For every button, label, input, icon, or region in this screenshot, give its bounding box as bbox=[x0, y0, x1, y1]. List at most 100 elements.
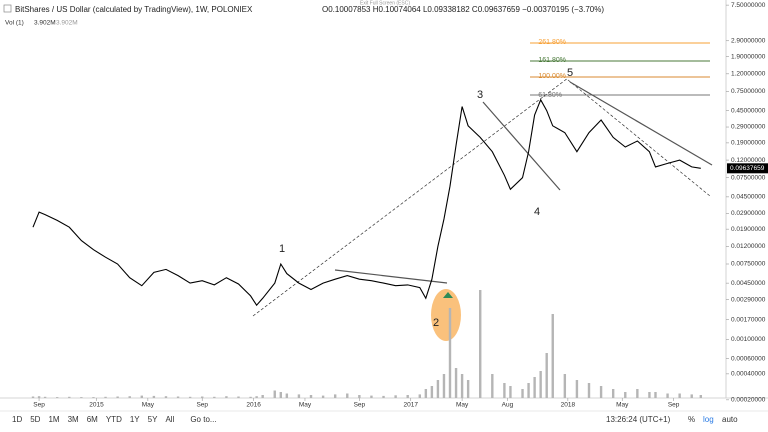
volume-title: Vol (1) bbox=[5, 20, 24, 27]
volume-bar bbox=[406, 395, 409, 398]
trend-line bbox=[569, 81, 713, 166]
volume-bar bbox=[521, 389, 524, 398]
volume-bar bbox=[164, 396, 168, 398]
range-button[interactable]: 5D bbox=[30, 415, 40, 424]
volume-bar bbox=[255, 396, 258, 398]
volume-bar bbox=[358, 395, 361, 398]
range-button[interactable]: 6M bbox=[87, 415, 98, 424]
x-tick-label: Aug bbox=[502, 402, 514, 409]
volume-bar bbox=[551, 314, 554, 398]
x-tick-label: 2018 bbox=[561, 402, 576, 409]
volume-bar bbox=[448, 308, 452, 398]
trend-line bbox=[334, 269, 448, 284]
volume-bar bbox=[116, 396, 119, 398]
volume-bar bbox=[176, 396, 180, 398]
trend-dashed bbox=[567, 79, 711, 197]
x-tick-label: 2015 bbox=[89, 402, 104, 409]
range-button[interactable]: 5Y bbox=[148, 415, 158, 424]
last-price-label: 0.09637659 bbox=[730, 165, 765, 172]
volume-bar bbox=[201, 396, 204, 398]
y-tick-label: 0.00170000 bbox=[731, 316, 766, 323]
percent-toggle[interactable]: % bbox=[688, 415, 695, 424]
log-toggle[interactable]: log bbox=[703, 415, 714, 424]
y-tick-label: 0.07500000 bbox=[731, 174, 766, 181]
y-tick-label: 0.04500000 bbox=[731, 194, 766, 201]
x-tick-label: May bbox=[456, 402, 469, 409]
range-button[interactable]: 1Y bbox=[130, 415, 140, 424]
wave-label: 1 bbox=[279, 243, 285, 255]
volume-bar bbox=[690, 394, 693, 398]
highlight-ellipse bbox=[431, 289, 461, 341]
volume-bar bbox=[394, 395, 397, 398]
arrow-marker bbox=[443, 292, 453, 298]
range-button[interactable]: YTD bbox=[106, 415, 122, 424]
y-tick-label: 0.12000000 bbox=[731, 157, 766, 164]
volume-bar bbox=[503, 383, 506, 398]
wave-label: 5 bbox=[567, 67, 573, 79]
collapse-icon[interactable] bbox=[3, 4, 12, 13]
volume-bar bbox=[436, 380, 440, 398]
volume-bar bbox=[545, 353, 548, 398]
y-tick-label: 0.19000000 bbox=[731, 140, 766, 147]
volume-bar bbox=[624, 392, 627, 398]
volume-bar bbox=[152, 395, 156, 398]
volume-bar bbox=[611, 389, 615, 398]
volume-bar bbox=[563, 374, 567, 398]
ohlc-values: O0.10007853 H0.10074064 L0.09338182 C0.0… bbox=[322, 5, 604, 14]
last-price-box bbox=[727, 163, 768, 174]
volume-bar bbox=[539, 371, 542, 398]
y-tick-label: 0.00060000 bbox=[731, 355, 766, 362]
volume-bar bbox=[188, 396, 192, 398]
range-button[interactable]: 1D bbox=[12, 415, 22, 424]
y-tick-label: 0.01900000 bbox=[731, 226, 766, 233]
exit-fullscreen[interactable]: Exit Full Screen (ESC) bbox=[360, 0, 410, 6]
toolbar: 1D 5D 1M 3M 6M YTD 1Y 5Y All Go to... bbox=[12, 415, 217, 424]
volume-bar bbox=[636, 389, 639, 398]
range-button[interactable]: All bbox=[165, 415, 174, 424]
volume-bar bbox=[321, 395, 325, 398]
volume-bar bbox=[104, 396, 107, 398]
goto-button[interactable]: Go to... bbox=[190, 415, 216, 424]
volume-bar bbox=[648, 392, 651, 398]
x-tick-label: Sep bbox=[196, 402, 208, 409]
auto-toggle[interactable]: auto bbox=[722, 415, 738, 424]
x-tick-label: 2017 bbox=[403, 402, 418, 409]
volume-bar bbox=[575, 380, 579, 398]
y-tick-label: 7.50000000 bbox=[731, 2, 766, 9]
volume-bar bbox=[370, 395, 373, 398]
y-tick-label: 0.00020000 bbox=[731, 397, 766, 404]
wave-label: 4 bbox=[534, 206, 540, 218]
volume-bar bbox=[261, 395, 264, 398]
y-tick-label: 0.01200000 bbox=[731, 243, 766, 250]
fib-label: 161.80% bbox=[538, 57, 566, 64]
volume-bar bbox=[309, 395, 313, 398]
x-tick-label: 2016 bbox=[246, 402, 261, 409]
volume-bar bbox=[297, 394, 301, 398]
volume-bar bbox=[424, 389, 428, 398]
wave-label: 2 bbox=[433, 317, 439, 329]
volume-bar bbox=[213, 396, 216, 398]
volume-bar bbox=[237, 396, 240, 398]
x-tick-label: May bbox=[616, 402, 629, 409]
volume-bar bbox=[442, 374, 446, 398]
x-tick-label: May bbox=[142, 402, 155, 409]
volume-bar bbox=[587, 383, 591, 398]
x-tick-label: Sep bbox=[668, 402, 680, 409]
volume-bar bbox=[678, 393, 681, 398]
price-line bbox=[32, 98, 701, 307]
volume-bar bbox=[285, 393, 289, 398]
clock: 13:26:24 (UTC+1) bbox=[606, 415, 671, 424]
range-button[interactable]: 1M bbox=[48, 415, 59, 424]
volume-bar bbox=[92, 397, 95, 398]
volume-bar bbox=[460, 374, 464, 398]
x-tick-label: Sep bbox=[354, 402, 366, 409]
y-tick-label: 0.00750000 bbox=[731, 261, 766, 268]
y-tick-label: 0.29000000 bbox=[731, 124, 766, 131]
range-button[interactable]: 3M bbox=[68, 415, 79, 424]
volume-bar bbox=[80, 397, 83, 398]
volume-bar bbox=[279, 392, 282, 398]
volume-bar bbox=[599, 386, 603, 398]
volume-bar bbox=[37, 396, 41, 398]
volume-bar bbox=[346, 393, 349, 398]
